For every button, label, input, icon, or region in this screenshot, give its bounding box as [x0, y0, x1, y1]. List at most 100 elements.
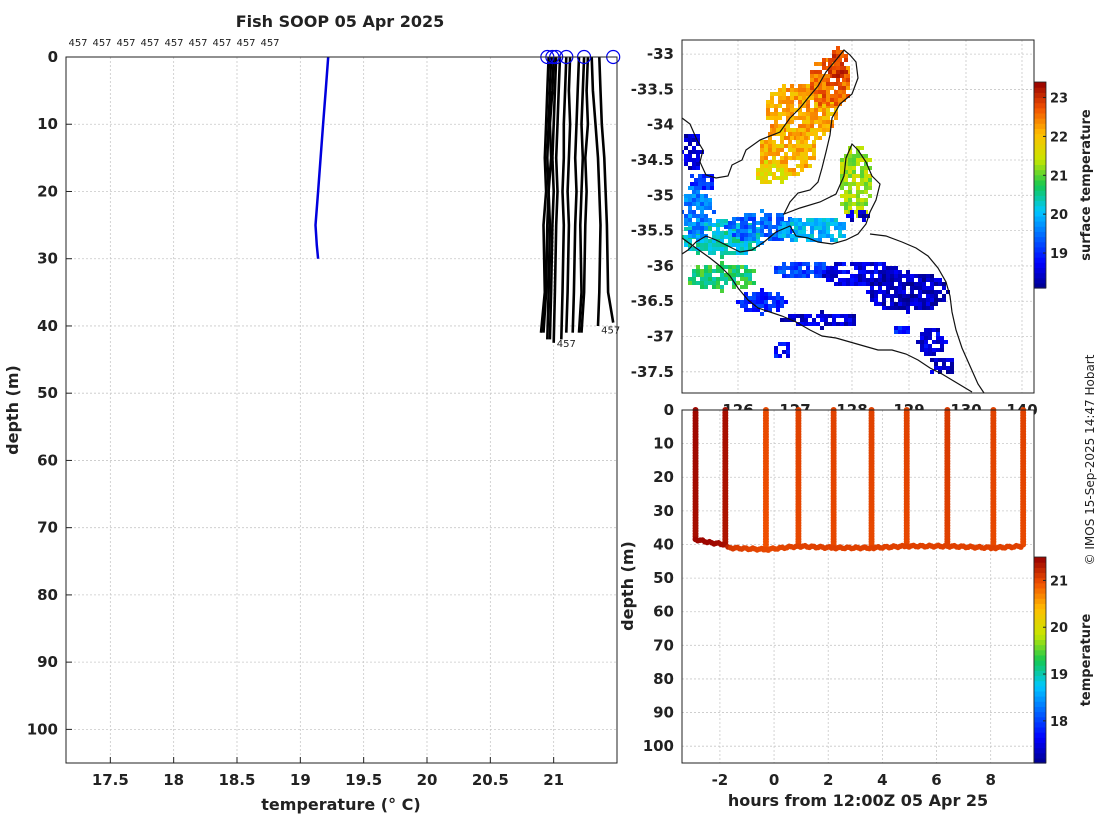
map-sst-cell: [696, 154, 700, 158]
map-sst-cell: [684, 202, 688, 206]
map-sst-cell: [810, 96, 814, 100]
map-sst-cell: [946, 290, 950, 294]
map-sst-cell: [830, 98, 834, 102]
map-sst-cell: [786, 222, 790, 226]
profile-y-tick-label: 90: [37, 653, 58, 671]
depth-time-colorbar-segment: [1034, 737, 1046, 743]
map-colorbar-segment: [1034, 277, 1046, 284]
map-sst-cell: [910, 282, 914, 286]
map-sst-cell: [856, 206, 860, 210]
map-sst-cell: [772, 296, 776, 300]
map-sst-cell: [688, 150, 692, 154]
map-sst-cell: [848, 174, 852, 178]
map-sst-cell: [772, 233, 776, 237]
map-sst-cell: [704, 273, 708, 277]
map-sst-cell: [840, 74, 844, 78]
map-sst-cell: [688, 281, 692, 285]
map-sst-cell: [798, 100, 802, 104]
map-sst-cell: [732, 251, 736, 255]
map-sst-cell: [768, 164, 772, 168]
map-sst-cell: [830, 274, 834, 278]
depth-time-y-tick-label: 90: [653, 704, 674, 722]
map-sst-cell: [778, 226, 782, 230]
map-sst-cell: [860, 190, 864, 194]
map-sst-cell: [802, 234, 806, 238]
map-sst-cell: [920, 348, 924, 352]
map-sst-cell: [704, 243, 708, 247]
map-sst-cell: [790, 234, 794, 238]
map-sst-cell: [786, 346, 790, 350]
map-sst-cell: [878, 290, 882, 294]
map-sst-cell: [780, 296, 784, 300]
map-sst-cell: [728, 273, 732, 277]
map-sst-cell: [920, 340, 924, 344]
map-sst-cell: [858, 278, 862, 282]
map-sst-cell: [776, 168, 780, 172]
map-sst-cell: [692, 234, 696, 238]
map-sst-cell: [702, 178, 706, 182]
map-sst-cell: [796, 132, 800, 136]
depth-time-y-tick-label: 50: [653, 569, 674, 587]
map-sst-cell: [838, 282, 842, 286]
map-sst-cell: [756, 308, 760, 312]
map-sst-cell: [854, 262, 858, 266]
depth-time-colorbar-tick-label: 21: [1050, 574, 1068, 589]
map-sst-cell: [702, 182, 706, 186]
map-colorbar-segment: [1034, 97, 1046, 104]
map-sst-cell: [874, 302, 878, 306]
map-sst-cell: [898, 290, 902, 294]
map-sst-cell: [890, 274, 894, 278]
map-sst-cell: [720, 273, 724, 277]
map-sst-cell: [790, 238, 794, 242]
map-sst-cell: [826, 94, 830, 98]
map-sst-cell: [784, 176, 788, 180]
map-sst-cell: [938, 370, 942, 374]
depth-time-x-tick-label: 4: [877, 771, 887, 789]
profile-line-black: [552, 56, 562, 343]
map-sst-cell: [698, 174, 702, 178]
map-sst-cell: [782, 112, 786, 116]
map-colorbar-tick-label: 21: [1050, 169, 1068, 184]
map-sst-cell: [820, 314, 824, 318]
map-sst-cell: [688, 138, 692, 142]
map-sst-cell: [760, 221, 764, 225]
map-sst-cell: [786, 124, 790, 128]
map-sst-cell: [744, 273, 748, 277]
map-colorbar-segment: [1034, 102, 1046, 109]
map-sst-cell: [930, 370, 934, 374]
map-sst-cell: [720, 251, 724, 255]
map-sst-cell: [800, 318, 804, 322]
map-sst-cell: [834, 94, 838, 98]
map-sst-cell: [868, 194, 872, 198]
map-sst-cell: [728, 231, 732, 235]
map-sst-cell: [856, 186, 860, 190]
map-sst-cell: [816, 322, 820, 326]
map-sst-cell: [708, 243, 712, 247]
map-sst-cell: [906, 330, 910, 334]
map-sst-cell: [740, 229, 744, 233]
map-sst-cell: [792, 172, 796, 176]
profile-x-tick-label: 20: [417, 771, 438, 789]
map-sst-cell: [818, 266, 822, 270]
map-sst-cell: [786, 234, 790, 238]
map-sst-cell: [770, 104, 774, 108]
map-sst-cell: [708, 202, 712, 206]
map-sst-cell: [832, 58, 836, 62]
depth-time-colorbar-segment: [1034, 721, 1046, 728]
map-sst-cell: [796, 152, 800, 156]
map-sst-cell: [778, 96, 782, 100]
map-sst-cell: [830, 124, 834, 128]
map-sst-cell: [826, 124, 830, 128]
depth-time-colorbar-segment: [1034, 649, 1046, 656]
map-sst-cell: [844, 194, 848, 198]
map-sst-cell: [774, 116, 778, 120]
map-sst-cell: [720, 255, 724, 259]
map-sst-cell: [826, 266, 830, 270]
map-sst-cell: [796, 156, 800, 160]
map-sst-cell: [792, 318, 796, 322]
map-sst-cell: [822, 270, 826, 274]
map-colorbar-segment: [1034, 282, 1046, 289]
map-sst-cell: [844, 174, 848, 178]
map-sst-cell: [802, 274, 806, 278]
profile-y-tick-label: 60: [37, 451, 58, 469]
